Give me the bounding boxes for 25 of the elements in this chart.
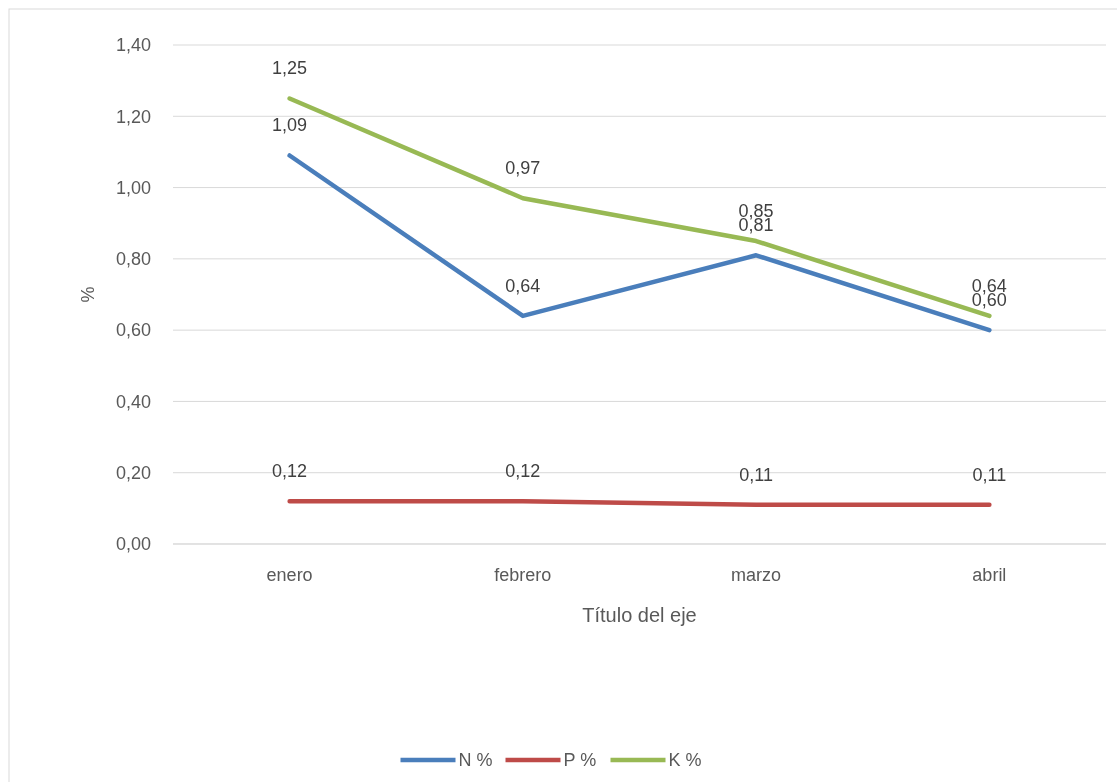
data-label: 0,12 xyxy=(272,461,308,482)
legend-label: P % xyxy=(563,750,597,771)
data-label: 0,11 xyxy=(739,464,773,485)
data-label: 0,97 xyxy=(505,158,541,179)
y-tick-label: 1,20 xyxy=(115,106,151,127)
legend-label: K % xyxy=(668,750,702,771)
y-tick-label: 0,60 xyxy=(115,320,151,341)
y-tick-label: 0,80 xyxy=(115,249,151,270)
y-axis-title: % xyxy=(78,286,98,303)
y-tick-label: 0,20 xyxy=(115,463,151,484)
legend-label: N % xyxy=(458,750,493,771)
y-tick-label: 1,00 xyxy=(115,177,151,198)
x-tick-label: febrero xyxy=(494,565,552,585)
x-tick-label: marzo xyxy=(731,565,782,585)
x-tick-label: abril xyxy=(972,565,1007,585)
x-axis-title: Título del eje xyxy=(582,604,697,626)
data-label: 1,09 xyxy=(272,115,308,136)
x-tick-label: enero xyxy=(266,565,313,585)
y-tick-label: 1,40 xyxy=(115,35,151,56)
data-label: 0,11 xyxy=(972,464,1007,485)
y-tick-label: 0,00 xyxy=(115,534,151,555)
y-tick-label: 0,40 xyxy=(115,391,151,412)
data-label: 1,25 xyxy=(272,58,308,79)
data-label: 0,12 xyxy=(505,461,541,482)
data-label: 0,64 xyxy=(505,275,541,296)
